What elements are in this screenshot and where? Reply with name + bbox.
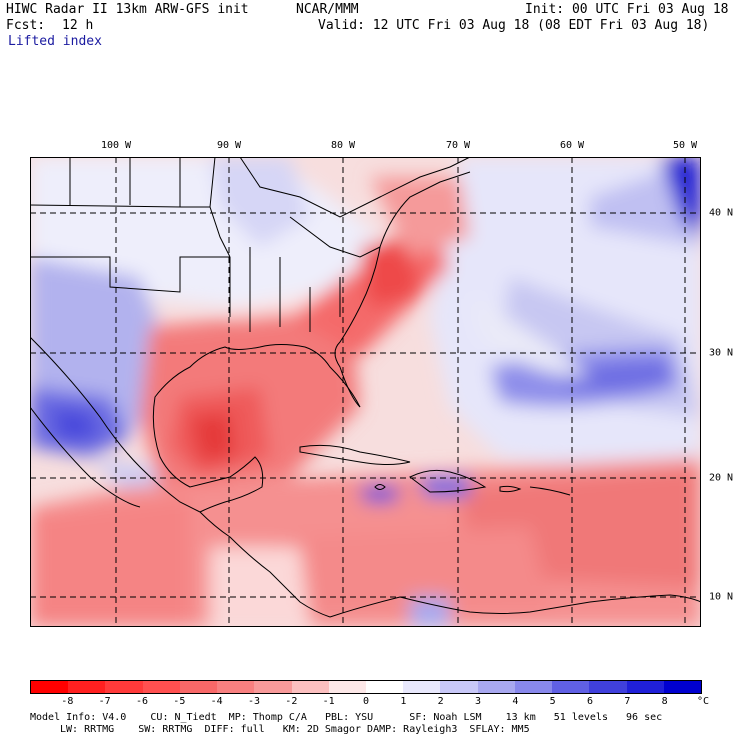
- colorbar-tick-label: 5: [549, 696, 556, 707]
- valid-time: Valid: 12 UTC Fri 03 Aug 18 (08 EDT Fri …: [318, 18, 710, 33]
- colorbar-swatch: [179, 681, 218, 693]
- init-time: Init: 00 UTC Fri 03 Aug 18: [525, 2, 729, 17]
- colorbar-swatch: [440, 681, 478, 693]
- lon-label-90w: 90 W: [216, 140, 242, 151]
- lat-label-30n: 30 N: [709, 347, 734, 359]
- colorbar-tick-label: -6: [135, 696, 149, 707]
- lat-label-20n: 20 N: [709, 472, 734, 484]
- colorbar-swatch: [328, 681, 366, 693]
- lat-lon-grid: [30, 157, 701, 627]
- lat-label-40n: 40 N: [709, 207, 734, 219]
- colorbar-tick-label: 8: [661, 696, 668, 707]
- colorbar-tick-label: 6: [586, 696, 594, 707]
- colorbar-swatch: [403, 681, 441, 693]
- map-frame: [30, 157, 701, 627]
- colorbar-tick-label: 7: [624, 696, 631, 707]
- colorbar-tick-label: -4: [210, 696, 223, 707]
- colorbar: [30, 680, 702, 694]
- lon-label-100w: 100 W: [100, 140, 132, 151]
- colorbar-tick-label: 1: [400, 696, 407, 707]
- colorbar-tick-label: -3: [247, 696, 261, 707]
- organization-label: NCAR/MMM: [296, 2, 359, 17]
- colorbar-swatch: [365, 681, 404, 693]
- colorbar-tick-label: 4: [512, 696, 519, 707]
- lifted-index-map: [30, 157, 701, 627]
- colorbar-tick-label: 3: [474, 696, 482, 707]
- colorbar-tick-label: -7: [98, 696, 111, 707]
- lon-label-80w: 80 W: [330, 140, 356, 151]
- colorbar-swatch: [105, 681, 143, 693]
- colorbar-swatch: [589, 681, 627, 693]
- field-name: Lifted index: [8, 34, 102, 49]
- colorbar-swatch: [254, 681, 292, 693]
- colorbar-tick-label: 0: [362, 696, 370, 707]
- colorbar-tick-label: 2: [437, 696, 444, 707]
- colorbar-swatch: [291, 681, 329, 693]
- coastlines: [30, 157, 701, 618]
- colorbar-tick-label: -5: [173, 696, 186, 707]
- forecast-hour: 12 h: [62, 18, 94, 33]
- model-info-line2: LW: RRTMG SW: RRTMG DIFF: full KM: 2D Sm…: [60, 724, 530, 735]
- lifted-index-field: [30, 157, 701, 627]
- lat-label-10n: 10 N: [709, 591, 734, 603]
- colorbar-swatch: [217, 681, 255, 693]
- colorbar-swatch: [31, 681, 69, 693]
- model-title: HIWC Radar II 13km ARW-GFS init: [6, 2, 249, 17]
- colorbar-unit: °C: [697, 696, 710, 707]
- colorbar-swatch: [142, 681, 180, 693]
- colorbar-swatch: [663, 681, 701, 693]
- colorbar-swatch: [626, 681, 664, 693]
- colorbar-tick-label: -2: [285, 696, 298, 707]
- colorbar-tick-label: -8: [61, 696, 74, 707]
- lon-label-70w: 70 W: [445, 140, 471, 151]
- colorbar-tick-label: -1: [322, 696, 335, 707]
- colorbar-swatch: [552, 681, 590, 693]
- colorbar-swatch: [514, 681, 553, 693]
- colorbar-swatch: [68, 681, 106, 693]
- model-info-line1: Model Info: V4.0 CU: N_Tiedt MP: Thomp C…: [30, 712, 663, 723]
- lon-label-60w: 60 W: [559, 140, 585, 151]
- lon-label-50w: 50 W: [672, 140, 698, 151]
- colorbar-swatch: [477, 681, 515, 693]
- forecast-label: Fcst:: [6, 18, 46, 33]
